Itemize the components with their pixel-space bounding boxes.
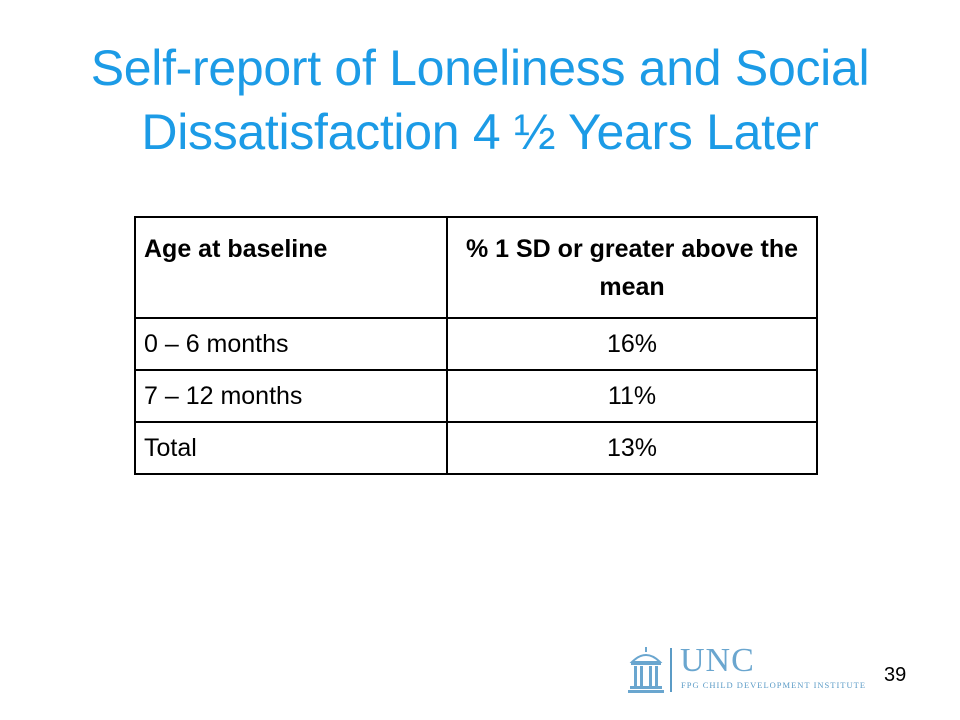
header-percent-above-mean: % 1 SD or greater above the mean	[446, 216, 818, 319]
logo-unc-text: UNC	[680, 642, 755, 679]
header-age-at-baseline: Age at baseline	[134, 216, 448, 319]
table-row: Total 13%	[134, 421, 818, 475]
row-percent-cell: 16%	[446, 317, 818, 371]
slide-title-line-2: Dissatisfaction 4 ½ Years Later	[141, 104, 819, 160]
unc-fpg-logo: UNC FPG CHILD DEVELOPMENT INSTITUTE	[628, 642, 878, 694]
results-table: Age at baseline % 1 SD or greater above …	[134, 216, 818, 475]
row-age-cell: 0 – 6 months	[134, 317, 448, 371]
logo-divider	[670, 648, 672, 692]
old-well-icon	[628, 647, 664, 693]
table-row: 0 – 6 months 16%	[134, 317, 818, 371]
page-number: 39	[884, 664, 907, 686]
row-percent-cell: 11%	[446, 369, 818, 423]
table-header-row: Age at baseline % 1 SD or greater above …	[134, 216, 818, 319]
row-age-cell: 7 – 12 months	[134, 369, 448, 423]
row-percent-cell: 13%	[446, 421, 818, 475]
row-age-cell: Total	[134, 421, 448, 475]
slide-title: Self-report of Loneliness and Social Dis…	[0, 36, 960, 164]
slide-title-line-1: Self-report of Loneliness and Social	[90, 40, 870, 96]
logo-subtitle: FPG CHILD DEVELOPMENT INSTITUTE	[681, 680, 867, 690]
table-row: 7 – 12 months 11%	[134, 369, 818, 423]
